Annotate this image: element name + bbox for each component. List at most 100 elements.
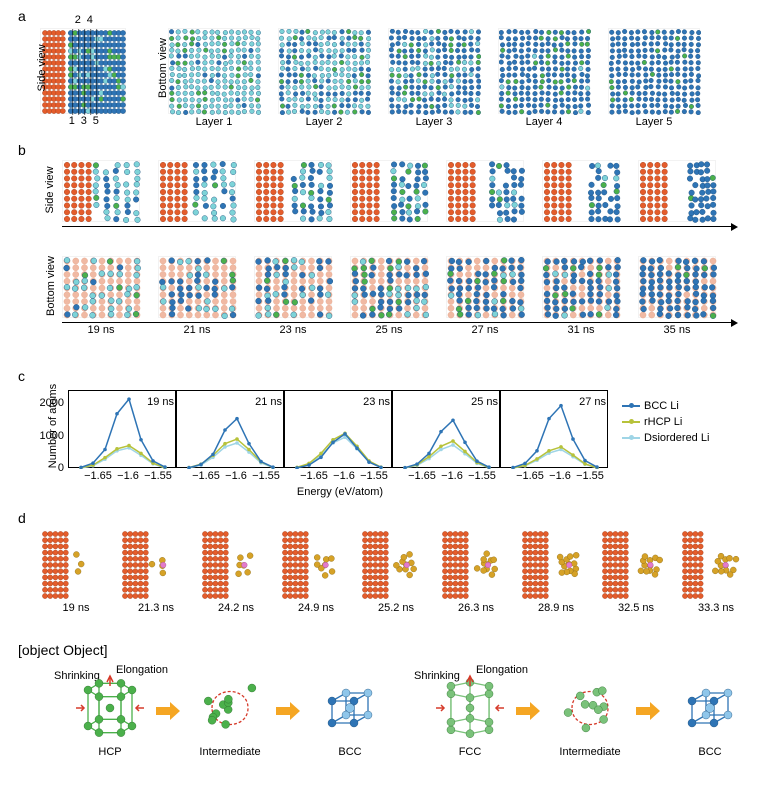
arrow-icon <box>276 702 300 720</box>
label-d-time: 24.2 ns <box>202 602 270 614</box>
label-e-stage: HCP <box>60 746 160 758</box>
label-e-stage: Intermediate <box>180 746 280 758</box>
panel-label-e: [object Object] <box>18 642 108 658</box>
label-a-bot-3: 3 <box>81 115 87 127</box>
panel-b-side-tile <box>542 160 620 222</box>
panel-label-d: d <box>18 510 26 526</box>
axis-label-x-c: Energy (eV/atom) <box>260 486 420 498</box>
legend-label-rhcp: rHCP Li <box>644 416 682 428</box>
chart-time-label: 23 ns <box>350 396 390 408</box>
xtick-label: −1.55 <box>466 470 498 482</box>
label-a-top-2: 2 <box>75 14 81 26</box>
label-layer: Layer 4 <box>498 116 590 128</box>
label-b-time: 25 ns <box>350 324 428 336</box>
legend-item-rhcp: rHCP Li <box>622 414 709 430</box>
chart-time-label: 19 ns <box>134 396 174 408</box>
label-d-time: 33.3 ns <box>682 602 750 614</box>
panel-label-c: c <box>18 368 25 384</box>
panel-b-bottom-tile <box>350 256 428 318</box>
panel-a-layer-tile <box>388 28 480 114</box>
panel-b-side-tile <box>62 160 140 222</box>
panel-d-tile <box>42 530 110 600</box>
panel-b-bottom-tile <box>542 256 620 318</box>
arrow-icon <box>156 702 180 720</box>
label-side-view-b: Side view <box>44 160 56 220</box>
panel-a-side-tile <box>40 28 126 114</box>
label-d-time: 26.3 ns <box>442 602 510 614</box>
label-layer: Layer 3 <box>388 116 480 128</box>
panel-b-side-tile <box>350 160 428 222</box>
panel-d-tile <box>282 530 350 600</box>
legend-c: BCC Li rHCP Li Dsiordered Li <box>622 398 709 446</box>
label-layer: Layer 2 <box>278 116 370 128</box>
chart-time-label: 21 ns <box>242 396 282 408</box>
panel-label-b: b <box>18 142 26 158</box>
label-a-top-4: 4 <box>87 14 93 26</box>
panel-d-tile <box>602 530 670 600</box>
chart-time-label: 25 ns <box>458 396 498 408</box>
legend-item-dis: Dsiordered Li <box>622 430 709 446</box>
panel-d-tile <box>362 530 430 600</box>
panel-b-bottom-tile <box>446 256 524 318</box>
legend-label-dis: Dsiordered Li <box>644 432 709 444</box>
label-bottom-view-b: Bottom view <box>45 251 57 321</box>
label-d-time: 21.3 ns <box>122 602 190 614</box>
label-side-view-a: Side view <box>36 38 48 98</box>
panel-d-tile <box>202 530 270 600</box>
xtick-label: −1.55 <box>358 470 390 482</box>
ytick-label: 0 <box>34 462 64 474</box>
label-b-time: 19 ns <box>62 324 140 336</box>
panel-b-bottom-tile <box>254 256 332 318</box>
xtick-label: −1.6 <box>544 470 576 482</box>
panel-d-tile <box>682 530 750 600</box>
label-e-stage: BCC <box>300 746 400 758</box>
ytick-label: 1000 <box>34 430 64 442</box>
xtick-label: −1.65 <box>514 470 546 482</box>
ytick-label: 2000 <box>34 397 64 409</box>
arrow-icon <box>636 702 660 720</box>
panel-b-bottom-tile <box>62 256 140 318</box>
panel-b-arrow-bottom <box>62 322 732 323</box>
panel-d-tile <box>442 530 510 600</box>
label-d-time: 19 ns <box>42 602 110 614</box>
panel-b-bottom-tile <box>158 256 236 318</box>
label-b-time: 31 ns <box>542 324 620 336</box>
xtick-label: −1.6 <box>436 470 468 482</box>
label-e-stage: FCC <box>420 746 520 758</box>
xtick-label: −1.6 <box>220 470 252 482</box>
panel-b-side-tile <box>158 160 236 222</box>
axis-label-y-c: Number of atoms <box>47 381 59 471</box>
label-a-bot-1: 1 <box>69 115 75 127</box>
panel-d-tile <box>522 530 590 600</box>
panel-b-side-tile <box>254 160 332 222</box>
label-e-stage: BCC <box>660 746 760 758</box>
xtick-label: −1.55 <box>250 470 282 482</box>
label-e-stage: Intermediate <box>540 746 640 758</box>
panel-a-layer-tile <box>168 28 260 114</box>
panel-b-arrow-side <box>62 226 732 227</box>
panel-label-a: a <box>18 8 26 24</box>
chart-time-label: 27 ns <box>566 396 606 408</box>
label-d-time: 25.2 ns <box>362 602 430 614</box>
label-d-time: 24.9 ns <box>282 602 350 614</box>
panel-a-layer-tile <box>608 28 700 114</box>
xtick-label: −1.55 <box>142 470 174 482</box>
label-b-time: 21 ns <box>158 324 236 336</box>
xtick-label: −1.6 <box>112 470 144 482</box>
panel-d-tile <box>122 530 190 600</box>
label-layer: Layer 1 <box>168 116 260 128</box>
xtick-label: −1.55 <box>574 470 606 482</box>
label-d-time: 32.5 ns <box>602 602 670 614</box>
panel-b-side-tile <box>638 160 716 222</box>
label-b-time: 27 ns <box>446 324 524 336</box>
xtick-label: −1.65 <box>190 470 222 482</box>
legend-label-bcc: BCC Li <box>644 400 679 412</box>
label-d-time: 28.9 ns <box>522 602 590 614</box>
xtick-label: −1.6 <box>328 470 360 482</box>
panel-b-side-tile <box>446 160 524 222</box>
panel-b-bottom-tile <box>638 256 716 318</box>
label-b-time: 35 ns <box>638 324 716 336</box>
xtick-label: −1.65 <box>406 470 438 482</box>
xtick-label: −1.65 <box>298 470 330 482</box>
panel-a-layer-tile <box>278 28 370 114</box>
